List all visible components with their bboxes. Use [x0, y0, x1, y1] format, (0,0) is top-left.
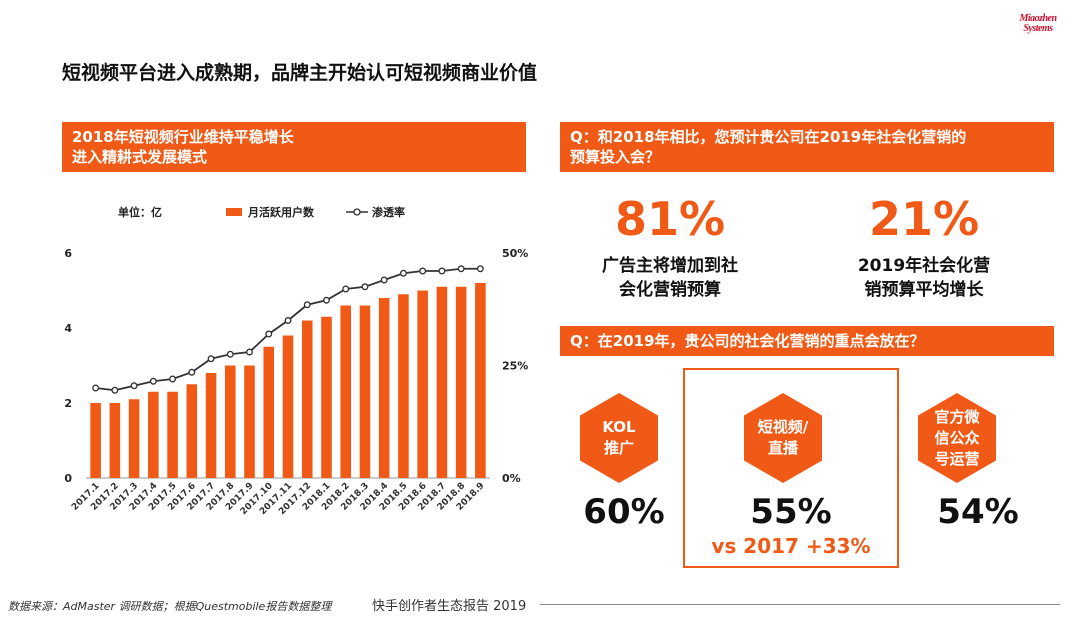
bar — [109, 403, 121, 478]
bar — [359, 305, 371, 478]
bar — [205, 373, 217, 478]
line-point — [457, 265, 465, 273]
bar — [282, 335, 294, 478]
stat-1-value: 81% — [614, 192, 726, 246]
bar — [224, 365, 236, 478]
chart-banner-line1: 2018年短视频行业维持平稳增长 — [72, 128, 294, 146]
logo-line2: Systems — [1023, 23, 1053, 34]
bar — [148, 391, 159, 478]
line-point — [265, 330, 273, 338]
line-point — [130, 382, 138, 390]
bar — [128, 399, 140, 478]
bar — [417, 290, 428, 478]
chart-banner-line2: 进入精耕式发展模式 — [72, 148, 208, 166]
bar — [475, 283, 486, 478]
focus-1-line1: KOL — [602, 418, 636, 436]
stat-1-label-line2: 会化营销预算 — [619, 280, 721, 300]
plot-area: 02460%25%50%2017.12017.22017.32017.42017… — [64, 247, 528, 517]
focus-2-line1: 短视频/ — [757, 418, 809, 436]
y-right-tick-label: 25% — [502, 360, 528, 373]
stat-1-label-line1: 广告主将增加到社 — [602, 256, 738, 276]
mau-chart: 单位：亿 月活跃用户数 渗透率 02460%25%50%2017.12017.2… — [64, 205, 528, 517]
bar — [167, 391, 178, 478]
line-point — [188, 368, 196, 376]
brand-logo: Miaozhen Systems — [1014, 14, 1062, 34]
y-left-tick-label: 2 — [64, 397, 72, 410]
y-right-tick-label: 50% — [502, 247, 528, 260]
bar — [436, 286, 448, 478]
legend-bar-swatch — [226, 208, 242, 216]
line-point — [92, 384, 100, 392]
focus-wechat-pct: 54% — [937, 492, 1019, 532]
legend-bar-label: 月活跃用户数 — [247, 205, 315, 219]
focus-kol-pct: 60% — [583, 492, 665, 532]
bar — [321, 316, 332, 478]
bar — [455, 286, 467, 478]
legend-line-marker — [353, 208, 361, 216]
footer-divider — [540, 604, 1060, 605]
chart-unit-label: 单位：亿 — [118, 205, 162, 219]
line-point — [342, 285, 350, 293]
focus-video-pct: 55% — [750, 492, 832, 532]
line-point — [284, 317, 292, 324]
stat-1-label: 广告主将增加到社 会化营销预算 — [560, 254, 780, 302]
focus-wechat-hexagon: 官方微 信公众 号运营 — [918, 393, 996, 483]
line-point — [226, 350, 234, 358]
y-left-tick-label: 6 — [64, 247, 72, 260]
line-point — [169, 375, 177, 383]
line-point — [476, 265, 484, 273]
focus-3-line1: 官方微 — [934, 407, 980, 426]
bar — [186, 384, 198, 478]
bar — [378, 298, 390, 478]
chart-banner: 2018年短视频行业维持平稳增长 进入精耕式发展模式 — [62, 122, 526, 172]
vs-2017-text: vs 2017 +33% — [711, 534, 871, 558]
question-2-banner: Q：在2019年，贵公司的社会化营销的重点会放在？ — [560, 326, 1054, 356]
y-left-tick-label: 0 — [64, 472, 72, 485]
y-left-tick-label: 4 — [64, 322, 72, 335]
line-point — [380, 276, 388, 284]
highlight-box — [683, 368, 899, 568]
focus-kol-hexagon: KOL 推广 — [580, 393, 658, 483]
line-point — [399, 269, 407, 277]
question-1-line1: Q：和2018年相比，您预计贵公司在2019年社会化营销的 — [570, 128, 967, 146]
stat-2-label-line2: 销预算平均增长 — [864, 280, 984, 300]
footer-source: 数据来源：AdMaster 调研数据；根据Questmobile报告数据整理 — [8, 600, 332, 613]
stat-2-label-line1: 2019年社会化营 — [857, 256, 991, 276]
line-point — [361, 283, 369, 291]
page-title: 短视频平台进入成熟期，品牌主开始认可短视频商业价值 — [62, 62, 538, 84]
legend-line-label: 渗透率 — [372, 205, 405, 219]
stat-2-label: 2019年社会化营 销预算平均增长 — [814, 254, 1034, 302]
focus-2-line2: 直播 — [767, 439, 798, 457]
bar — [90, 403, 101, 478]
logo-line1: Miaozhen — [1019, 13, 1057, 24]
footer-report: 快手创作者生态报告 2019 — [372, 599, 527, 614]
focus-3-line3: 号运营 — [934, 449, 980, 468]
question-1-banner: Q：和2018年相比，您预计贵公司在2019年社会化营销的 预算投入会？ — [560, 122, 1054, 172]
question-1-line2: 预算投入会？ — [570, 148, 661, 166]
line-point — [111, 386, 119, 394]
bar — [263, 346, 275, 478]
focus-3-line2: 信公众 — [934, 428, 980, 447]
y-right-tick-label: 0% — [502, 472, 521, 485]
focus-1-line2: 推广 — [603, 439, 634, 457]
line-point — [438, 267, 446, 275]
line-point — [419, 267, 427, 275]
focus-video-hexagon: 短视频/直播 — [744, 393, 822, 483]
stat-2-value: 21% — [868, 192, 980, 246]
line-point — [207, 355, 215, 363]
bar — [301, 320, 313, 478]
bar — [398, 294, 409, 478]
bar — [340, 305, 352, 478]
bar — [244, 365, 255, 478]
line-point — [246, 348, 253, 356]
line-point — [323, 296, 330, 304]
line-point — [149, 377, 157, 385]
line-point — [303, 301, 311, 309]
